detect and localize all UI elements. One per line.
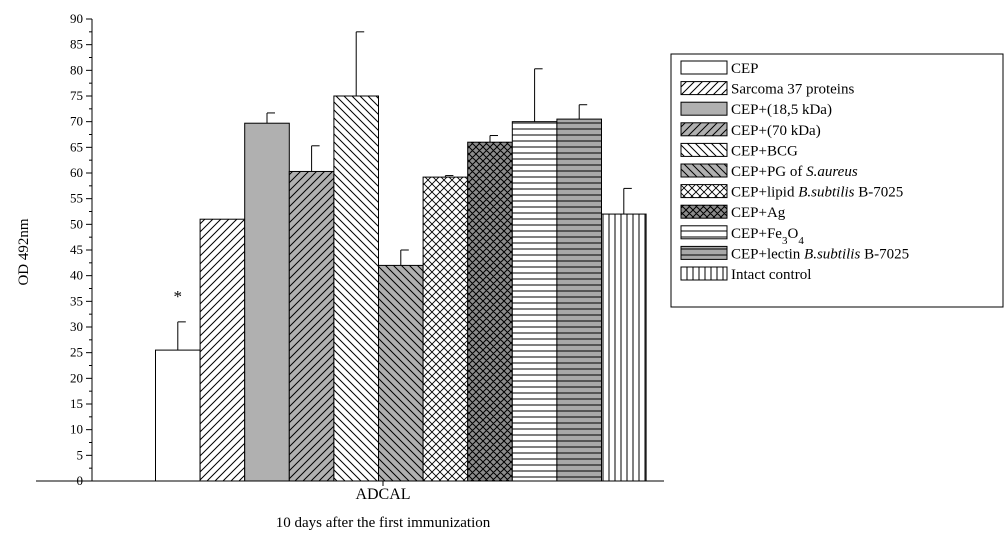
y-tick-label: 70 — [70, 114, 83, 129]
y-tick-label: 65 — [70, 139, 83, 154]
legend-label: Sarcoma 37 proteins — [731, 82, 854, 98]
y-tick-label: 5 — [77, 447, 84, 462]
error-bars-group — [177, 31, 632, 351]
legend-label: CEP — [731, 61, 759, 77]
legend-box — [670, 53, 1004, 308]
legend-label: CEP+lipid B.subtilis B-7025 — [731, 185, 903, 201]
legend-label: CEP+(70 kDa) — [731, 123, 821, 139]
legend-swatch — [680, 204, 728, 219]
bar — [467, 141, 513, 482]
y-tick-label: 90 — [70, 11, 83, 26]
y-tick-label: 15 — [70, 396, 83, 411]
legend-swatch — [680, 163, 728, 178]
bar — [333, 95, 379, 482]
legend-label: CEP+lectin B.subtilis B-7025 — [731, 246, 909, 262]
bar — [556, 118, 603, 482]
x-axis-title: 10 days after the first immunization — [276, 515, 491, 531]
significance-asterisk: * — [174, 287, 183, 306]
y-tick-label: 55 — [70, 191, 83, 206]
legend-label: CEP+PG of S.aureus — [731, 164, 858, 180]
bar — [511, 121, 558, 482]
legend-swatch — [680, 184, 728, 199]
bar — [601, 213, 647, 482]
y-tick-label: 75 — [70, 88, 83, 103]
y-tick-label: 0 — [77, 473, 84, 488]
legend-swatch — [680, 60, 728, 75]
y-tick-label: 45 — [70, 242, 83, 257]
bars-group — [155, 95, 647, 482]
y-tick-label: 50 — [70, 216, 83, 231]
y-tick-label: 80 — [70, 62, 83, 77]
legend-swatch — [680, 142, 728, 157]
legend-swatch — [680, 266, 728, 281]
legend-swatch — [680, 225, 728, 240]
legend-label: CEP+(18,5 kDa) — [731, 102, 832, 118]
legend-label: CEP+Ag — [731, 205, 786, 221]
legend-swatch — [680, 101, 728, 116]
bar — [288, 170, 335, 482]
y-ticks-group: 0 5 10 15 20 25 30 35 40 45 50 55 60 65 70 75 80 85 90 — [70, 11, 92, 488]
bar — [155, 349, 201, 482]
legend-swatch — [680, 81, 728, 96]
legend-label: Intact control — [731, 267, 811, 283]
y-tick-label: 35 — [70, 293, 83, 308]
bar — [378, 264, 424, 482]
bar — [422, 176, 469, 482]
legend: CEP Sarcoma 37 proteins CEP+(18,5 kDa) CEP+… — [670, 53, 1004, 308]
y-tick-label: 10 — [70, 422, 83, 437]
legend-swatch — [680, 245, 728, 260]
y-axis-title: OD 492nm — [16, 218, 32, 285]
bar — [199, 218, 246, 482]
x-category-label: ADCAL — [355, 486, 410, 503]
y-tick-label: 40 — [70, 268, 83, 283]
legend-label: CEP+BCG — [731, 143, 798, 159]
bar — [244, 122, 290, 482]
y-tick-label: 20 — [70, 370, 83, 385]
legend-label: CEP+Fe3O4 — [731, 226, 804, 247]
y-tick-label: 60 — [70, 165, 83, 180]
legend-swatch — [680, 122, 728, 137]
y-tick-label: 85 — [70, 37, 83, 52]
y-tick-label: 25 — [70, 345, 83, 360]
y-tick-label: 30 — [70, 319, 83, 334]
